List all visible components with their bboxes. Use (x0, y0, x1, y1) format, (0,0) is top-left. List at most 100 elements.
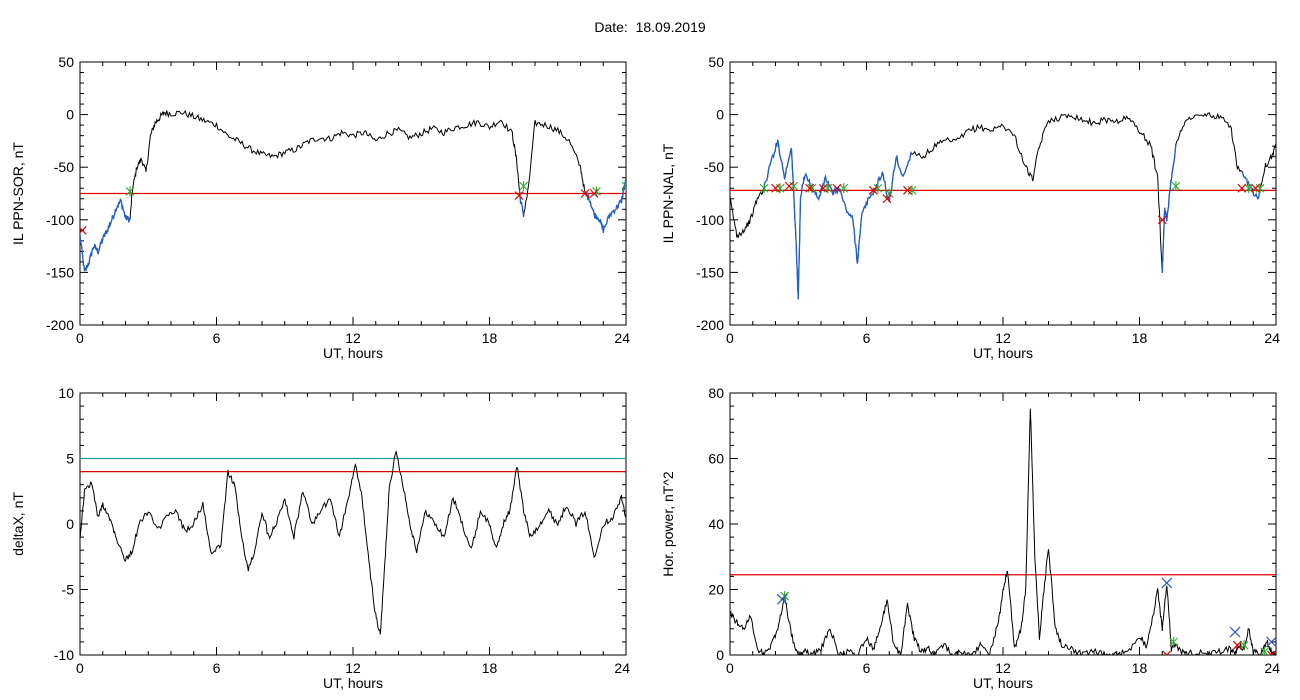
x-tick-label: 24 (614, 330, 630, 346)
end-marker (805, 183, 815, 193)
x-tick-label: 24 (614, 660, 630, 676)
x-tick-label: 24 (1264, 660, 1280, 676)
y-tick-label: -150 (46, 264, 74, 280)
plot-area (80, 451, 626, 635)
x-tick-label: 0 (76, 330, 84, 346)
end-marker (1267, 650, 1276, 655)
x-tick-label: 12 (345, 660, 361, 676)
end-marker (868, 185, 878, 195)
y-tick-label: 5 (66, 451, 74, 467)
y-tick-label: 50 (58, 54, 74, 70)
plot-area (730, 112, 1276, 300)
data-trace (80, 109, 626, 272)
y-tick-label: 0 (716, 107, 724, 123)
y-tick-label: 20 (708, 582, 724, 598)
data-trace (80, 451, 626, 635)
chart-panel-1: 0 6 12 18 24 50 0 -50 -100 -150 -200 UT, hours IL PP… (10, 54, 630, 361)
start-marker (775, 183, 785, 194)
start-marker (1255, 183, 1265, 194)
y-axis-label: deltaX, nT (10, 492, 26, 556)
start-marker (839, 183, 849, 194)
x-tick-label: 18 (1132, 330, 1148, 346)
chart-panel-2: 0 6 12 18 24 50 0 -50 -100 -150 -200 UT, hours IL PP… (660, 54, 1280, 361)
y-tick-label: 40 (708, 516, 724, 532)
x-tick-label: 12 (995, 660, 1011, 676)
x-tick-label: 12 (995, 330, 1011, 346)
plot-frame (729, 61, 1277, 326)
x-tick-label: 0 (726, 660, 734, 676)
x-axis-label: UT, hours (323, 345, 383, 361)
start-marker (1244, 183, 1254, 194)
x-tick-label: 0 (726, 330, 734, 346)
start-marker (621, 181, 626, 192)
start-marker (1260, 646, 1270, 655)
y-tick-label: 60 (708, 451, 724, 467)
disturbed-trace (763, 139, 1261, 300)
plot-area (80, 109, 626, 272)
y-tick-label: -10 (54, 647, 74, 663)
peak-marker (1229, 626, 1241, 638)
start-marker (789, 181, 799, 192)
y-tick-label: 0 (66, 107, 74, 123)
start-marker (873, 183, 883, 194)
end-marker (1157, 215, 1167, 225)
data-trace (730, 112, 1276, 300)
x-tick-label: 6 (213, 660, 221, 676)
start-marker (1171, 181, 1181, 192)
end-marker (771, 183, 780, 193)
y-tick-label: -100 (696, 212, 724, 228)
end-marker (1251, 183, 1260, 193)
plot-frame (729, 392, 1277, 656)
start-marker (125, 186, 135, 197)
end-marker (818, 183, 828, 193)
start-marker (759, 183, 769, 194)
x-tick-label: 18 (482, 330, 498, 346)
y-axis-label: IL PPN-NAL, nT (660, 143, 676, 243)
end-marker (903, 185, 912, 195)
y-tick-label: 80 (708, 385, 724, 401)
start-marker (1169, 636, 1179, 647)
chart-panel-4: 0 6 12 18 24 80 60 40 20 0 UT, hours Hor. power, nT… (660, 385, 1280, 691)
chart-panel-3: 0 6 12 18 24 10 5 0 -5 -10 UT, hours deltaX, nT (10, 385, 630, 691)
y-tick-label: 0 (66, 516, 74, 532)
disturbed-trace (80, 177, 626, 272)
x-tick-label: 6 (213, 330, 221, 346)
y-tick-label: -100 (46, 212, 74, 228)
end-marker (784, 181, 794, 191)
end-marker (1237, 183, 1247, 193)
start-marker (1239, 640, 1249, 651)
end-marker (80, 225, 87, 235)
y-tick-label: -50 (704, 159, 724, 175)
y-tick-label: -50 (54, 159, 74, 175)
y-tick-label: -150 (696, 264, 724, 280)
end-marker (589, 189, 599, 198)
x-tick-label: 6 (863, 660, 871, 676)
end-marker (514, 191, 524, 201)
y-tick-label: -200 (46, 317, 74, 333)
x-tick-label: 0 (76, 660, 84, 676)
y-axis-label: Hor. power, nT^2 (660, 471, 676, 577)
date-title: Date: 18.09.2019 (594, 19, 706, 35)
plot-area (730, 408, 1276, 655)
x-tick-label: 24 (1264, 330, 1280, 346)
x-axis-label: UT, hours (973, 345, 1033, 361)
start-marker (807, 183, 817, 194)
end-marker (1162, 650, 1172, 655)
y-axis-label: IL PPN-SOR, nT (10, 142, 26, 245)
start-marker (519, 181, 529, 192)
y-tick-label: -200 (696, 317, 724, 333)
x-tick-label: 18 (1132, 660, 1148, 676)
y-tick-label: 0 (716, 647, 724, 663)
x-tick-label: 18 (482, 660, 498, 676)
peak-marker (1266, 636, 1276, 648)
x-tick-label: 12 (345, 330, 361, 346)
end-marker (882, 194, 892, 204)
end-marker (1232, 640, 1242, 650)
peak-marker (776, 593, 788, 605)
end-marker (832, 183, 842, 193)
y-tick-label: 50 (708, 54, 724, 70)
end-marker (580, 189, 590, 198)
y-tick-label: 10 (58, 385, 74, 401)
x-tick-label: 6 (863, 330, 871, 346)
